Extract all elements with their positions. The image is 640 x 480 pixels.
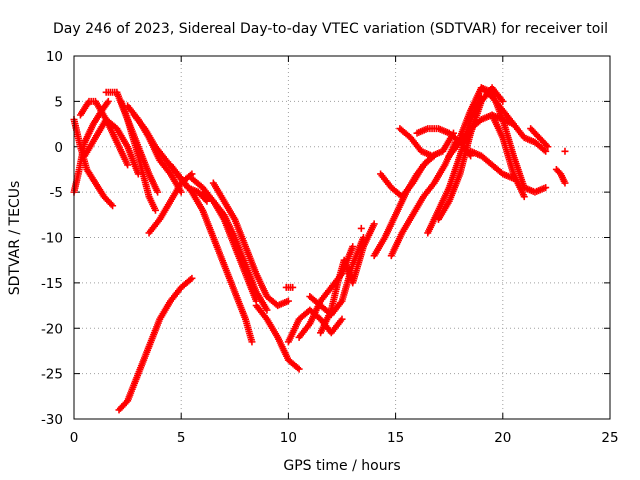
data-point bbox=[561, 147, 569, 155]
series-arc-30 bbox=[477, 84, 550, 155]
y-axis-label: SDTVAR / TECUs bbox=[7, 181, 23, 296]
x-axis-label: GPS time / hours bbox=[283, 458, 400, 474]
y-tick-label: -30 bbox=[41, 412, 63, 428]
series-arc-23 bbox=[396, 125, 457, 160]
y-tick-label: 0 bbox=[54, 140, 63, 156]
plot-frame bbox=[73, 55, 611, 420]
data-point bbox=[248, 338, 256, 346]
x-tick-label: 15 bbox=[387, 430, 404, 446]
series-arc-32 bbox=[527, 125, 552, 151]
series-arc-4 bbox=[81, 116, 142, 178]
series-arc-13 bbox=[209, 179, 292, 310]
data-point bbox=[295, 365, 303, 373]
series-arc-36 bbox=[357, 224, 365, 232]
y-tick-label: -15 bbox=[41, 276, 63, 292]
data-point bbox=[289, 283, 297, 291]
data-point bbox=[542, 141, 550, 149]
data-point bbox=[124, 161, 132, 169]
x-tick-labels: 0 5 10 15 20 25 bbox=[70, 430, 619, 446]
series-arc-12 bbox=[199, 188, 271, 314]
y-tick-label: -5 bbox=[50, 185, 63, 201]
data-point bbox=[542, 184, 550, 192]
data-point bbox=[109, 202, 117, 210]
series-arc-31 bbox=[488, 111, 518, 128]
series-arc-33 bbox=[552, 165, 569, 187]
data-point bbox=[338, 315, 346, 323]
series-arc-19 bbox=[317, 220, 378, 337]
x-tick-label: 0 bbox=[70, 430, 79, 446]
series-arc-15 bbox=[115, 274, 196, 414]
series-arc-28 bbox=[456, 84, 550, 196]
y-tick-label: 5 bbox=[54, 94, 63, 110]
data-point bbox=[520, 193, 528, 201]
data-point bbox=[510, 175, 518, 183]
data-point bbox=[151, 206, 159, 214]
data-point bbox=[103, 99, 111, 107]
series-arc-14 bbox=[252, 302, 303, 373]
data-point bbox=[294, 364, 302, 372]
y-tick-label: -10 bbox=[41, 231, 63, 247]
data-point bbox=[499, 97, 507, 105]
y-tick-labels: -30 -25 -20 -15 -10 -5 0 5 10 bbox=[41, 49, 63, 428]
series-arc-29 bbox=[467, 147, 518, 183]
data-point bbox=[154, 188, 162, 196]
data-point bbox=[370, 220, 378, 228]
y-tick-label: -25 bbox=[41, 367, 63, 383]
y-tick-label: -20 bbox=[41, 321, 63, 337]
x-tick-label: 20 bbox=[494, 430, 511, 446]
data-point bbox=[104, 97, 112, 105]
grid bbox=[74, 56, 610, 419]
chart-title: Day 246 of 2023, Sidereal Day-to-day VTE… bbox=[53, 21, 608, 37]
data-point bbox=[540, 146, 548, 154]
data-point bbox=[544, 143, 552, 151]
data-point bbox=[561, 179, 569, 187]
series-arc-34 bbox=[561, 147, 569, 155]
data-points bbox=[70, 84, 569, 414]
data-point bbox=[542, 147, 550, 155]
data-point bbox=[263, 306, 271, 314]
x-tick-label: 5 bbox=[177, 430, 186, 446]
data-point bbox=[186, 171, 194, 179]
series-arc-26 bbox=[434, 84, 507, 223]
data-point bbox=[188, 274, 196, 282]
series-arc-21 bbox=[377, 152, 438, 201]
data-point bbox=[357, 224, 365, 232]
series-arc-10 bbox=[166, 161, 256, 346]
data-point bbox=[186, 276, 194, 284]
y-tick-label: 10 bbox=[46, 49, 63, 65]
series-arc-35 bbox=[282, 283, 297, 291]
data-point bbox=[284, 297, 292, 305]
series-arc-22 bbox=[387, 138, 460, 260]
data-point bbox=[510, 120, 518, 128]
x-tick-label: 25 bbox=[601, 430, 618, 446]
data-point bbox=[349, 243, 357, 251]
data-point bbox=[107, 200, 115, 208]
x-tick-label: 10 bbox=[280, 430, 297, 446]
series-arc-6 bbox=[117, 97, 162, 196]
